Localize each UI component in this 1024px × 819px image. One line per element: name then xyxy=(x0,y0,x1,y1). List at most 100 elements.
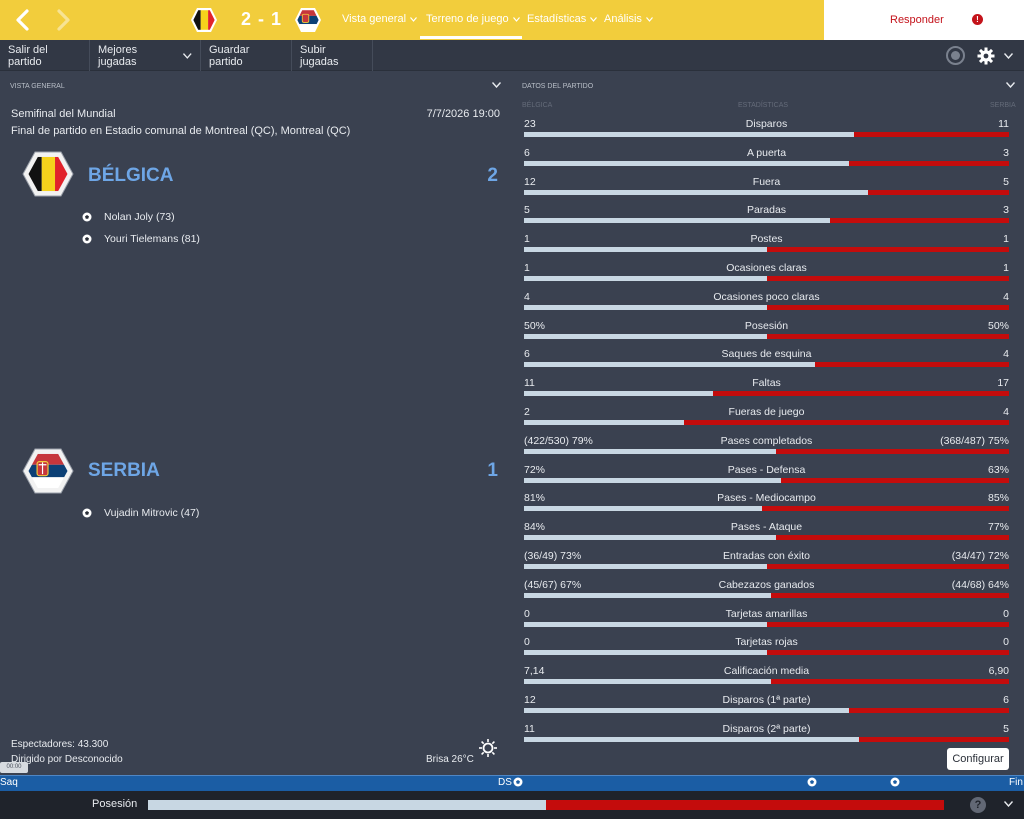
highlights-dropdown[interactable]: Mejores jugadas xyxy=(90,40,201,71)
chevron-down-icon[interactable] xyxy=(1006,82,1015,88)
back-arrow-icon[interactable] xyxy=(12,8,34,32)
stat-bar-home xyxy=(524,333,767,339)
stat-away-value: 5 xyxy=(1003,722,1009,735)
stat-bar-home xyxy=(524,506,762,512)
chevron-down-icon[interactable] xyxy=(492,82,501,88)
menu-vista-general[interactable]: Vista general xyxy=(342,13,417,25)
save-match-button[interactable]: Guardar partido xyxy=(201,40,292,71)
menu-terreno-de-juego[interactable]: Terreno de juego xyxy=(426,13,520,25)
stat-bar-home xyxy=(524,391,713,397)
scorer-item: Youri Tielemans (81) xyxy=(82,233,200,245)
stat-label: Pases completados xyxy=(720,434,813,447)
football-icon xyxy=(82,234,92,244)
highlights-label: Mejores jugadas xyxy=(98,43,138,68)
stat-home-value: 0 xyxy=(524,607,530,620)
stat-home-value: 11 xyxy=(524,722,535,735)
stat-bar-away xyxy=(771,592,1009,598)
possession-label: Posesión xyxy=(92,798,138,810)
stat-label: A puerta xyxy=(746,146,787,159)
stat-away-value: 5 xyxy=(1003,175,1009,188)
home-team-name[interactable]: BÉLGICA xyxy=(88,165,174,186)
match-date: 7/7/2026 19:00 xyxy=(426,108,500,120)
chevron-down-icon xyxy=(645,16,653,22)
stat-home-value: 1 xyxy=(524,262,530,274)
away-team-name[interactable]: SERBIA xyxy=(88,460,160,481)
stat-home-value: 0 xyxy=(524,636,530,649)
menu-analisis[interactable]: Análisis xyxy=(604,13,653,25)
referee-text: Dirigido por Desconocido xyxy=(11,754,123,765)
upload-highlights-button[interactable]: Subir jugadas xyxy=(292,40,373,71)
stat-label: Ocasiones poco claras xyxy=(713,290,820,303)
stat-label: Fuera xyxy=(752,175,781,188)
half-time-label: DS xyxy=(498,777,512,788)
stat-home-value: 7,14 xyxy=(524,665,545,678)
goal-event-icon[interactable] xyxy=(513,777,523,787)
stat-label: Disparos xyxy=(745,118,788,130)
stat-bar-away xyxy=(767,247,1009,253)
stat-label: Saques de esquina xyxy=(721,348,812,361)
stat-away-value: 0 xyxy=(1003,636,1009,649)
stat-row: 1 Postes 1 xyxy=(524,231,1009,260)
stat-row: (422/530) 79% Pases completados (368/487) … xyxy=(524,433,1009,462)
stat-away-value: 4 xyxy=(1003,348,1009,361)
stat-label: Ocasiones claras xyxy=(726,262,807,274)
serbia-badge-icon[interactable] xyxy=(22,447,74,495)
time-marker[interactable]: 00:00 xyxy=(0,762,28,773)
stat-away-value: 11 xyxy=(998,118,1009,130)
serbia-flag-icon[interactable] xyxy=(294,6,322,34)
goal-event-icon[interactable] xyxy=(890,777,900,787)
stat-away-value: 3 xyxy=(1003,146,1009,159)
match-header-bar: 2 - 1 Vista general Terreno de juego Est… xyxy=(0,0,1024,40)
stat-home-value: 84% xyxy=(524,521,546,534)
stat-bar-home xyxy=(524,362,815,368)
stat-row: (36/49) 73% Entradas con éxito (34/47) 72% xyxy=(524,548,1009,577)
scorer-name[interactable]: Youri Tielemans (81) xyxy=(104,233,200,245)
stat-row: 7,14 Calificación media 6,90 xyxy=(524,663,1009,692)
chevron-down-icon[interactable] xyxy=(1004,53,1013,59)
scorer-name[interactable]: Vujadin Mitrovic (47) xyxy=(104,507,200,519)
stat-away-value: 50% xyxy=(987,319,1009,332)
stat-away-value: 85% xyxy=(987,492,1009,505)
goal-event-icon[interactable] xyxy=(807,777,817,787)
scorer-name[interactable]: Nolan Joly (73) xyxy=(104,211,175,223)
stat-away-value: 4 xyxy=(1003,290,1009,303)
stat-row: 11 Disparos (2ª parte) 5 xyxy=(524,721,1009,750)
stat-bar-home xyxy=(524,160,849,166)
upload-highlights-label: Subir jugadas xyxy=(300,43,339,68)
belgium-flag-icon[interactable] xyxy=(190,6,218,34)
configure-button[interactable]: Configurar xyxy=(947,748,1009,770)
stat-bar-away xyxy=(767,621,1009,627)
stat-home-value: (36/49) 73% xyxy=(524,550,582,562)
stat-home-value: 4 xyxy=(524,290,530,303)
gear-icon[interactable] xyxy=(977,47,995,65)
belgium-badge-icon[interactable] xyxy=(22,150,74,198)
stat-row: 12 Fuera 5 xyxy=(524,174,1009,203)
stat-home-value: 6 xyxy=(524,146,530,159)
record-icon[interactable] xyxy=(946,46,965,65)
menu-estadisticas[interactable]: Estadísticas xyxy=(527,13,598,25)
menu-label: Vista general xyxy=(342,13,407,25)
stat-row: 1 Ocasiones claras 1 xyxy=(524,260,1009,289)
stat-row: 84% Pases - Ataque 77% xyxy=(524,519,1009,548)
stat-row: (45/67) 67% Cabezazos ganados (44/68) 64% xyxy=(524,577,1009,606)
chevron-down-icon xyxy=(590,16,598,22)
stat-bar-away xyxy=(859,736,1009,742)
stat-label: Calificación media xyxy=(723,665,810,678)
stat-row: 6 A puerta 3 xyxy=(524,145,1009,174)
stat-home-value: 5 xyxy=(524,204,530,217)
stat-bar-away xyxy=(868,189,1009,195)
chevron-down-icon[interactable] xyxy=(1004,801,1013,807)
stat-bar-away xyxy=(767,650,1009,656)
stat-home-value: 72% xyxy=(524,463,546,476)
stat-row: 0 Tarjetas rojas 0 xyxy=(524,634,1009,663)
reply-button[interactable]: Responder ! xyxy=(824,0,1024,40)
help-icon[interactable]: ? xyxy=(970,797,986,813)
stat-bar-home xyxy=(524,708,849,713)
exit-match-button[interactable]: Salir del partido xyxy=(0,40,90,71)
stat-bar-away xyxy=(713,391,1009,397)
match-timeline[interactable] xyxy=(0,775,1024,791)
stat-bar-away xyxy=(767,304,1009,310)
forward-arrow-icon[interactable] xyxy=(52,8,74,32)
stat-bar-home xyxy=(524,650,767,656)
stat-bar-home xyxy=(524,679,771,685)
